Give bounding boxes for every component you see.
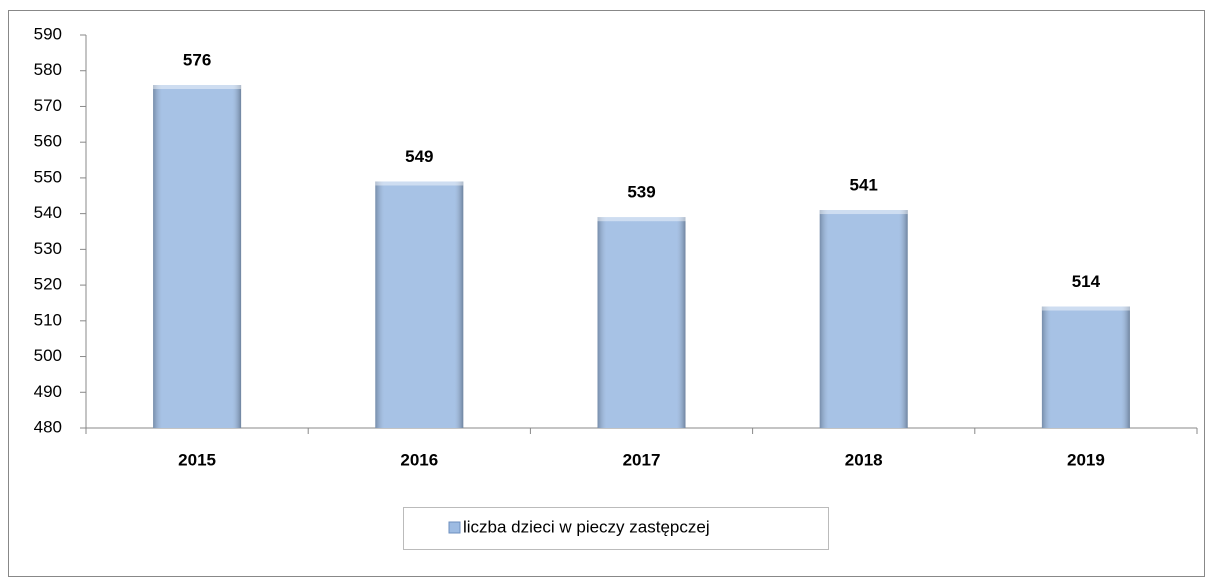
bar-bevel [819,210,908,428]
y-tick-label: 520 [34,275,62,294]
data-label: 514 [1072,272,1101,291]
bar-bevel [1041,306,1130,428]
bar-top [1041,306,1130,311]
x-tick-label: 2015 [178,450,216,469]
legend [403,507,829,550]
data-label: 539 [627,183,655,202]
bar-top [153,85,242,90]
y-tick-label: 510 [34,310,62,329]
y-tick-label: 590 [34,24,62,43]
x-tick-label: 2019 [1067,450,1105,469]
x-tick-label: 2016 [400,450,438,469]
bar-bevel [375,181,464,428]
bar-top [375,181,464,186]
y-tick-label: 480 [34,417,62,436]
y-tick-label: 560 [34,132,62,151]
legend-label: liczba dzieci w pieczy zastępczej [463,517,710,536]
data-label: 549 [405,147,433,166]
y-tick-label: 580 [34,60,62,79]
bar-bevel [597,217,686,428]
data-label: 576 [183,51,211,70]
y-tick-label: 550 [34,167,62,186]
bar-bevel [153,85,242,428]
legend-marker [448,521,461,534]
y-tick-label: 570 [34,96,62,115]
x-tick-label: 2018 [845,450,883,469]
bar-top [597,217,686,222]
y-tick-label: 500 [34,346,62,365]
y-tick-label: 490 [34,382,62,401]
y-tick-label: 530 [34,239,62,258]
x-tick-label: 2017 [623,450,661,469]
y-tick-label: 540 [34,203,62,222]
bar-top [819,210,908,215]
data-label: 541 [850,176,878,195]
